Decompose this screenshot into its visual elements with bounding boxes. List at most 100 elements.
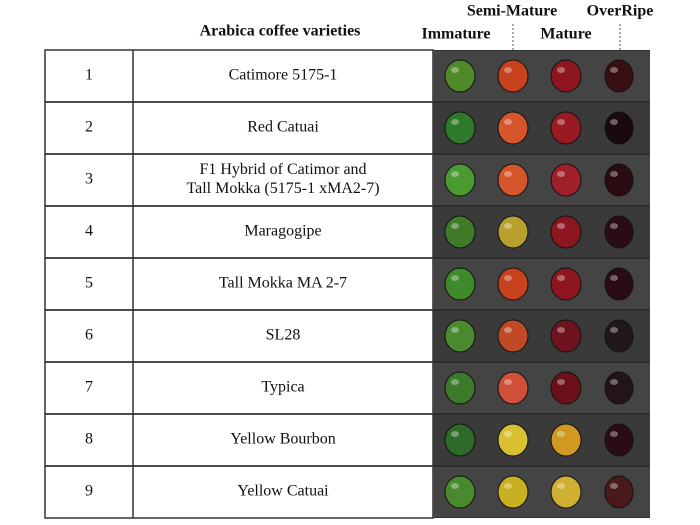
variety-name: Tall Mokka (5175-1 xMA2-7) xyxy=(186,180,379,197)
cherry-highlight xyxy=(610,431,618,437)
cherry-highlight xyxy=(557,171,565,177)
table-title: Arabica coffee varieties xyxy=(200,23,361,40)
row-number: 8 xyxy=(85,431,93,448)
cherry-highlight xyxy=(451,483,459,489)
cherry-highlight xyxy=(557,275,565,281)
coffee-cherry xyxy=(497,423,529,457)
variety-name: Typica xyxy=(261,379,304,396)
cherry-highlight xyxy=(451,119,459,125)
row-number: 4 xyxy=(85,223,93,240)
coffee-cherry xyxy=(604,267,634,301)
variety-name: Catimore 5175-1 xyxy=(229,67,338,84)
cherry-highlight xyxy=(451,223,459,229)
cherry-highlight xyxy=(557,431,565,437)
row-number: 1 xyxy=(85,67,93,84)
row-number: 3 xyxy=(85,171,93,188)
cherry-highlight xyxy=(557,379,565,385)
cherry-highlight xyxy=(451,171,459,177)
cherry-highlight xyxy=(610,223,618,229)
coffee-cherry xyxy=(604,215,634,249)
cherry-highlight xyxy=(610,483,618,489)
cherry-highlight xyxy=(504,483,512,489)
cherry-highlight xyxy=(451,431,459,437)
table-row xyxy=(44,361,434,415)
variety-name: SL28 xyxy=(266,327,301,344)
coffee-cherry xyxy=(444,111,476,145)
cherry-highlight xyxy=(504,119,512,125)
coffee-cherry xyxy=(550,163,582,197)
coffee-cherry xyxy=(497,163,529,197)
coffee-cherry xyxy=(444,319,476,353)
table-row xyxy=(44,205,434,259)
cherry-highlight xyxy=(610,275,618,281)
coffee-cherry xyxy=(604,111,634,145)
coffee-cherry xyxy=(497,319,529,353)
coffee-cherry xyxy=(550,267,582,301)
coffee-cherry xyxy=(550,319,582,353)
coffee-cherry xyxy=(444,59,476,93)
coffee-cherry xyxy=(550,423,582,457)
cherry-highlight xyxy=(557,483,565,489)
coffee-cherry xyxy=(550,215,582,249)
coffee-cherry xyxy=(444,267,476,301)
variety-name: Yellow Catuai xyxy=(237,483,329,500)
variety-name: Yellow Bourbon xyxy=(230,431,336,448)
coffee-cherry xyxy=(550,475,582,509)
coffee-cherry xyxy=(444,215,476,249)
cherry-highlight xyxy=(610,67,618,73)
stage-label: Semi-Mature xyxy=(467,3,557,20)
row-number: 2 xyxy=(85,119,93,136)
coffee-cherry xyxy=(604,59,634,93)
table-row xyxy=(44,309,434,363)
variety-name: Maragogipe xyxy=(244,223,321,240)
cherry-highlight xyxy=(451,327,459,333)
coffee-cherry xyxy=(604,423,634,457)
variety-name: Red Catuai xyxy=(247,119,319,136)
cherry-highlight xyxy=(504,275,512,281)
coffee-cherry xyxy=(604,475,634,509)
cherry-highlight xyxy=(504,327,512,333)
coffee-cherry xyxy=(444,163,476,197)
row-number: 5 xyxy=(85,275,93,292)
table-row xyxy=(44,101,434,155)
coffee-cherry xyxy=(444,423,476,457)
cherry-highlight xyxy=(504,431,512,437)
variety-name: F1 Hybrid of Catimor and xyxy=(199,161,366,178)
coffee-cherry xyxy=(550,371,582,405)
cherry-highlight xyxy=(557,327,565,333)
cherry-highlight xyxy=(451,275,459,281)
cherry-highlight xyxy=(504,379,512,385)
row-number: 9 xyxy=(85,483,93,500)
cherry-highlight xyxy=(557,223,565,229)
cherry-highlight xyxy=(504,171,512,177)
variety-name: Tall Mokka MA 2-7 xyxy=(219,275,347,292)
coffee-cherry xyxy=(497,111,529,145)
coffee-cherry xyxy=(604,163,634,197)
coffee-cherry xyxy=(497,267,529,301)
cherry-highlight xyxy=(610,171,618,177)
stage-label: Immature xyxy=(421,26,490,43)
coffee-cherry xyxy=(497,371,529,405)
row-number: 6 xyxy=(85,327,93,344)
stage-label: OverRipe xyxy=(587,3,654,20)
cherry-highlight xyxy=(504,223,512,229)
coffee-cherry xyxy=(604,319,634,353)
coffee-cherry xyxy=(444,371,476,405)
coffee-cherry xyxy=(497,215,529,249)
coffee-cherry xyxy=(497,475,529,509)
cherry-highlight xyxy=(610,119,618,125)
cherry-highlight xyxy=(504,67,512,73)
coffee-cherry xyxy=(497,59,529,93)
cherry-highlight xyxy=(557,119,565,125)
coffee-cherry xyxy=(444,475,476,509)
cherry-highlight xyxy=(557,67,565,73)
stage-label: Mature xyxy=(540,26,591,43)
coffee-cherry xyxy=(550,111,582,145)
coffee-cherry xyxy=(550,59,582,93)
cherry-highlight xyxy=(451,67,459,73)
coffee-cherry xyxy=(604,371,634,405)
cherry-highlight xyxy=(451,379,459,385)
cherry-highlight xyxy=(610,379,618,385)
row-number: 7 xyxy=(85,379,93,396)
